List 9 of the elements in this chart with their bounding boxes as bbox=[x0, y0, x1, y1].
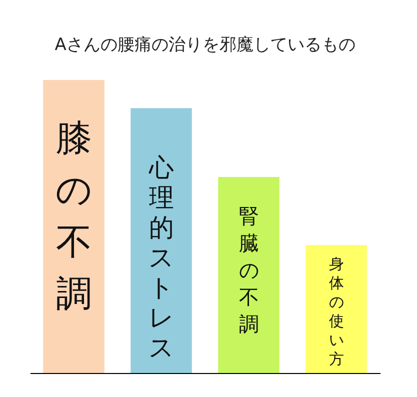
x-tick-label: 腎臓の不調 bbox=[238, 204, 259, 336]
x-tick-label: 心理的ストレス bbox=[148, 153, 174, 362]
x-tick-label: 身体の使い方 bbox=[328, 254, 344, 368]
bar bbox=[218, 176, 280, 373]
bar bbox=[43, 80, 104, 373]
chart-title: Aさんの腰痛の治りを邪魔しているもの bbox=[54, 35, 356, 55]
x-tick-label: 膝の不調 bbox=[55, 118, 92, 315]
bar bbox=[306, 244, 367, 373]
bar bbox=[130, 108, 192, 373]
